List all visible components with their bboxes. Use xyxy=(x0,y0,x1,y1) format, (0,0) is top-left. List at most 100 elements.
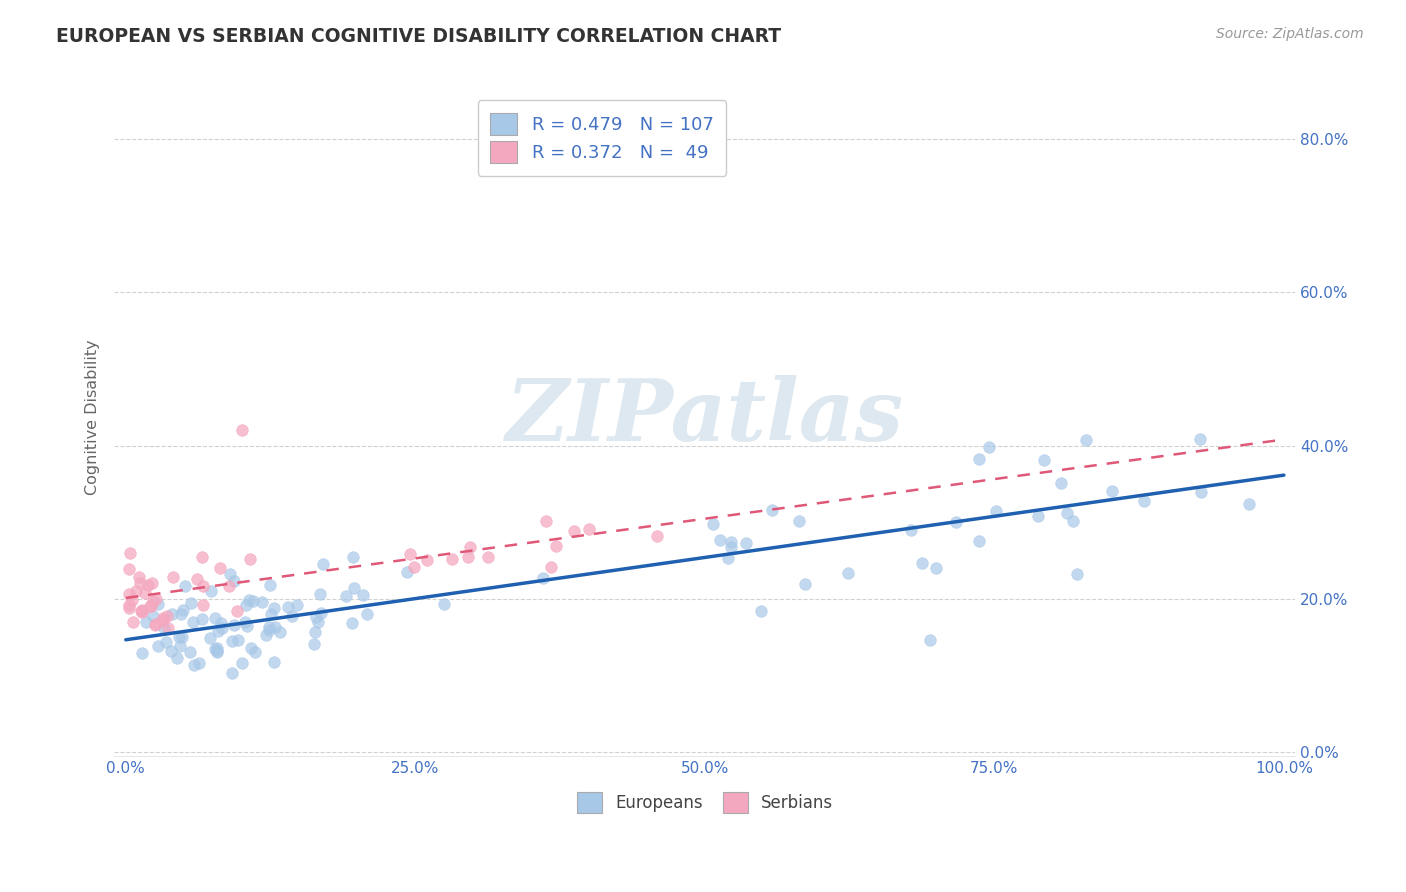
Point xyxy=(207,624,229,638)
Point xyxy=(1132,494,1154,508)
Point xyxy=(209,616,232,631)
Point xyxy=(1239,497,1261,511)
Point xyxy=(134,586,156,600)
Point xyxy=(191,579,214,593)
Point xyxy=(233,615,256,629)
Point xyxy=(900,524,922,538)
Point xyxy=(145,617,167,632)
Point xyxy=(399,548,422,562)
Point xyxy=(761,502,783,516)
Point xyxy=(252,595,274,609)
Point xyxy=(180,596,202,610)
Point xyxy=(257,620,280,634)
Point xyxy=(1189,484,1212,499)
Point xyxy=(562,524,585,538)
Point xyxy=(534,514,557,528)
Point xyxy=(969,451,991,466)
Point xyxy=(404,559,426,574)
Point xyxy=(118,587,141,601)
Text: EUROPEAN VS SERBIAN COGNITIVE DISABILITY CORRELATION CHART: EUROPEAN VS SERBIAN COGNITIVE DISABILITY… xyxy=(56,27,782,45)
Point xyxy=(1189,432,1212,446)
Point xyxy=(155,634,177,648)
Point xyxy=(142,593,165,607)
Point xyxy=(260,607,283,621)
Point xyxy=(129,604,152,618)
Point xyxy=(131,646,153,660)
Point xyxy=(236,619,259,633)
Point xyxy=(157,621,180,635)
Point xyxy=(118,598,141,612)
Point xyxy=(945,515,967,529)
Point xyxy=(277,600,299,615)
Point xyxy=(457,549,479,564)
Point xyxy=(190,611,212,625)
Point xyxy=(304,624,326,639)
Point xyxy=(1062,514,1084,528)
Point xyxy=(188,656,211,670)
Point xyxy=(720,540,742,554)
Point xyxy=(160,607,183,621)
Point xyxy=(136,578,159,592)
Point xyxy=(120,545,142,559)
Point xyxy=(218,566,240,581)
Point xyxy=(1056,506,1078,520)
Point xyxy=(141,576,163,591)
Point xyxy=(1066,566,1088,581)
Point xyxy=(240,640,263,655)
Point xyxy=(794,577,817,591)
Point xyxy=(170,607,193,621)
Point xyxy=(131,603,153,617)
Point xyxy=(167,630,190,644)
Point xyxy=(1033,453,1056,467)
Point xyxy=(179,645,201,659)
Point xyxy=(198,631,221,645)
Point xyxy=(837,566,859,580)
Point xyxy=(308,615,330,629)
Point xyxy=(342,549,364,564)
Point xyxy=(146,639,169,653)
Point xyxy=(238,593,260,607)
Point xyxy=(340,615,363,630)
Point xyxy=(352,588,374,602)
Point xyxy=(159,643,181,657)
Point xyxy=(986,503,1008,517)
Point xyxy=(207,645,229,659)
Point xyxy=(128,576,150,591)
Point xyxy=(231,423,253,437)
Point xyxy=(139,599,162,613)
Point xyxy=(702,516,724,531)
Point xyxy=(207,640,229,655)
Point xyxy=(125,584,148,599)
Y-axis label: Cognitive Disability: Cognitive Disability xyxy=(86,339,100,495)
Point xyxy=(135,615,157,630)
Point xyxy=(720,535,742,549)
Point xyxy=(153,622,176,636)
Point xyxy=(152,611,174,625)
Point xyxy=(173,579,195,593)
Point xyxy=(269,625,291,640)
Point xyxy=(305,609,328,624)
Point xyxy=(218,579,240,593)
Point xyxy=(531,571,554,585)
Point xyxy=(751,604,773,618)
Point xyxy=(395,565,418,579)
Point xyxy=(309,606,332,620)
Point xyxy=(924,561,946,575)
Point xyxy=(211,621,233,635)
Point xyxy=(200,583,222,598)
Point xyxy=(415,552,437,566)
Legend: Europeans, Serbians: Europeans, Serbians xyxy=(567,782,844,822)
Point xyxy=(204,610,226,624)
Point xyxy=(433,597,456,611)
Point xyxy=(186,572,208,586)
Point xyxy=(979,440,1001,454)
Point xyxy=(170,630,193,644)
Point xyxy=(356,607,378,621)
Point xyxy=(183,615,205,630)
Point xyxy=(257,624,280,638)
Point xyxy=(122,615,145,629)
Point xyxy=(254,627,277,641)
Point xyxy=(235,598,257,612)
Point xyxy=(717,550,740,565)
Point xyxy=(734,536,756,550)
